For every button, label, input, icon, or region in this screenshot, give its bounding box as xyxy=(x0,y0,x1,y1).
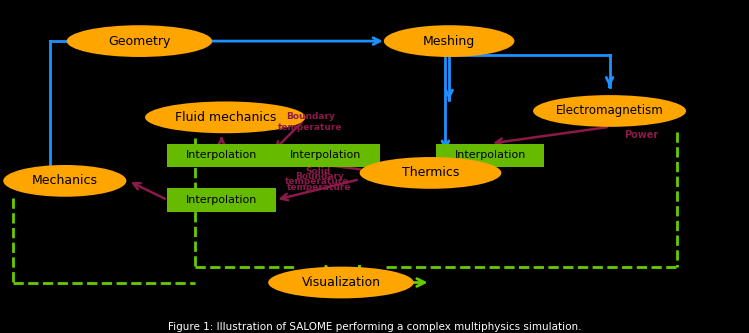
Text: Boundary
temperature: Boundary temperature xyxy=(278,112,342,132)
Text: Interpolation: Interpolation xyxy=(186,195,257,205)
Ellipse shape xyxy=(533,95,686,127)
Text: Solid
temperature: Solid temperature xyxy=(285,167,350,186)
Text: Meshing: Meshing xyxy=(423,35,476,48)
Text: Boundary
temperature: Boundary temperature xyxy=(287,172,352,191)
Ellipse shape xyxy=(3,165,127,197)
Text: Fluid mechanics: Fluid mechanics xyxy=(175,111,276,124)
Ellipse shape xyxy=(145,102,306,133)
Ellipse shape xyxy=(67,25,212,57)
Text: Mechanics: Mechanics xyxy=(31,174,98,187)
Ellipse shape xyxy=(360,157,501,189)
FancyBboxPatch shape xyxy=(168,144,276,167)
Ellipse shape xyxy=(268,267,413,298)
Text: Geometry: Geometry xyxy=(109,35,171,48)
Text: Visualization: Visualization xyxy=(301,276,380,289)
Ellipse shape xyxy=(383,25,515,57)
Text: Power: Power xyxy=(625,130,658,140)
FancyBboxPatch shape xyxy=(168,188,276,212)
FancyBboxPatch shape xyxy=(436,144,545,167)
Text: Interpolation: Interpolation xyxy=(291,151,362,161)
Text: Thermics: Thermics xyxy=(401,166,459,179)
FancyBboxPatch shape xyxy=(272,144,380,167)
Text: Interpolation: Interpolation xyxy=(186,151,257,161)
Text: Figure 1: Illustration of SALOME performing a complex multiphysics simulation.: Figure 1: Illustration of SALOME perform… xyxy=(168,322,581,332)
Text: Interpolation: Interpolation xyxy=(455,151,526,161)
Text: Electromagnetism: Electromagnetism xyxy=(556,105,664,118)
